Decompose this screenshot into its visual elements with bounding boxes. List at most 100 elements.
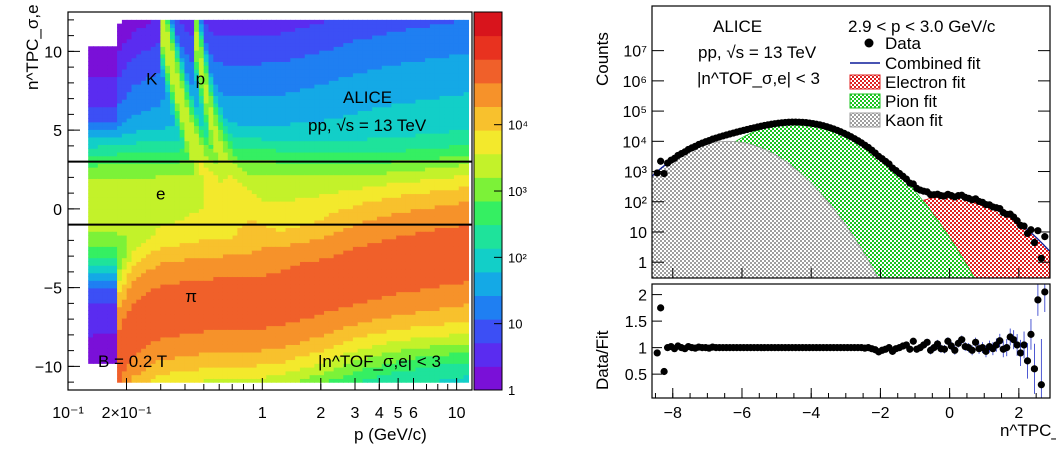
- heatmap-cell: [184, 299, 190, 304]
- heatmap-cell: [256, 31, 263, 36]
- heatmap-cell: [160, 50, 166, 55]
- heatmap-cell: [319, 212, 325, 217]
- heatmap-cell: [324, 87, 330, 93]
- heatmap-cell: [112, 231, 118, 236]
- heatmap-cell: [266, 57, 272, 62]
- heatmap-cell: [102, 76, 109, 81]
- heatmap-cell: [136, 317, 142, 323]
- heatmap-cell: [280, 284, 287, 289]
- heatmap-cell: [328, 167, 335, 172]
- heatmap-cell: [295, 299, 301, 304]
- heatmap-cell: [324, 325, 330, 330]
- heatmap-cell: [112, 234, 118, 240]
- heatmap-cell: [275, 121, 282, 127]
- heatmap-cell: [117, 50, 123, 55]
- heatmap-cell: [155, 212, 161, 217]
- heatmap-cell: [338, 163, 344, 168]
- heatmap-cell: [251, 27, 258, 32]
- heatmap-cell: [266, 219, 272, 225]
- heatmap-cell: [299, 87, 306, 93]
- heatmap-cell: [314, 110, 320, 115]
- heatmap-cell: [213, 284, 219, 289]
- heatmap-cell: [218, 178, 224, 183]
- heatmap-cell: [280, 329, 287, 334]
- heatmap-cell: [222, 38, 229, 44]
- heatmap-cell: [242, 31, 248, 36]
- heatmap-cell: [242, 53, 248, 59]
- heatmap-cell: [285, 265, 291, 270]
- heatmap-cell: [170, 295, 176, 300]
- heatmap-cell: [160, 170, 166, 176]
- heatmap-cell: [285, 182, 291, 187]
- heatmap-cell: [222, 216, 229, 221]
- heatmap-cell: [324, 106, 330, 112]
- heatmap-cell: [194, 170, 200, 176]
- heatmap-cell: [333, 185, 340, 191]
- heatmap-cell: [304, 348, 311, 353]
- heatmap-cell: [141, 329, 147, 334]
- heatmap-cell: [218, 216, 224, 221]
- heatmap-cell: [121, 242, 128, 247]
- heatmap-cell: [112, 76, 118, 81]
- heatmap-cell: [256, 246, 263, 251]
- heatmap-cell: [179, 201, 186, 206]
- heatmap-cell: [319, 302, 325, 308]
- heatmap-cell: [261, 306, 267, 312]
- heatmap-cell: [194, 110, 200, 115]
- heatmap-cell: [285, 321, 291, 327]
- heatmap-cell: [126, 38, 133, 44]
- heatmap-cell: [271, 280, 277, 285]
- heatmap-cell: [314, 310, 320, 315]
- heatmap-cell: [136, 125, 142, 130]
- heatmap-cell: [88, 287, 94, 293]
- heatmap-cell: [275, 102, 282, 108]
- heatmap-cell: [256, 359, 263, 364]
- heatmap-cell: [222, 231, 229, 236]
- heatmap-cell: [271, 295, 277, 300]
- heatmap-cell: [174, 268, 181, 274]
- heatmap-cell: [203, 189, 210, 195]
- heatmap-cell: [328, 276, 335, 281]
- heatmap-cell: [232, 348, 238, 353]
- heatmap-cell: [271, 42, 277, 47]
- heatmap-cell: [247, 246, 253, 251]
- heatmap-cell: [184, 242, 190, 247]
- heatmap-cell: [237, 84, 243, 89]
- heatmap-cell: [170, 268, 176, 274]
- heatmap-cell: [88, 182, 94, 187]
- heatmap-cell: [145, 76, 152, 81]
- heatmap-cell: [170, 325, 176, 330]
- heatmap-cell: [218, 57, 224, 62]
- heatmap-cell: [295, 276, 301, 281]
- heatmap-cell: [194, 223, 200, 229]
- heatmap-cell: [121, 148, 128, 153]
- heatmap-cell: [309, 284, 315, 289]
- heatmap-cell: [304, 84, 311, 89]
- heatmap-cell: [213, 99, 219, 104]
- heatmap-cell: [247, 50, 253, 55]
- heatmap-cell: [131, 99, 137, 104]
- heatmap-cell: [184, 212, 190, 217]
- heatmap-cell: [174, 329, 181, 334]
- heatmap-cell: [314, 23, 320, 29]
- heatmap-cell: [208, 38, 214, 44]
- heatmap-cell: [328, 321, 335, 327]
- heatmap-cell: [247, 223, 253, 229]
- heatmap-cell: [198, 234, 205, 240]
- heatmap-cell: [299, 302, 306, 308]
- heatmap-cell: [131, 212, 137, 217]
- heatmap-cell: [131, 84, 137, 89]
- heatmap-cell: [194, 374, 200, 379]
- heatmap-cell: [155, 238, 161, 244]
- heatmap-cell: [184, 204, 190, 210]
- heatmap-cell: [194, 257, 200, 262]
- heatmap-cell: [208, 250, 214, 255]
- heatmap-cell: [222, 212, 229, 217]
- heatmap-cell: [247, 136, 253, 142]
- heatmap-cell: [141, 99, 147, 104]
- heatmap-cell: [93, 117, 99, 123]
- heatmap-cell: [324, 268, 330, 274]
- heatmap-cell: [126, 363, 133, 368]
- heatmap-cell: [338, 182, 344, 187]
- heatmap-cell: [304, 155, 311, 161]
